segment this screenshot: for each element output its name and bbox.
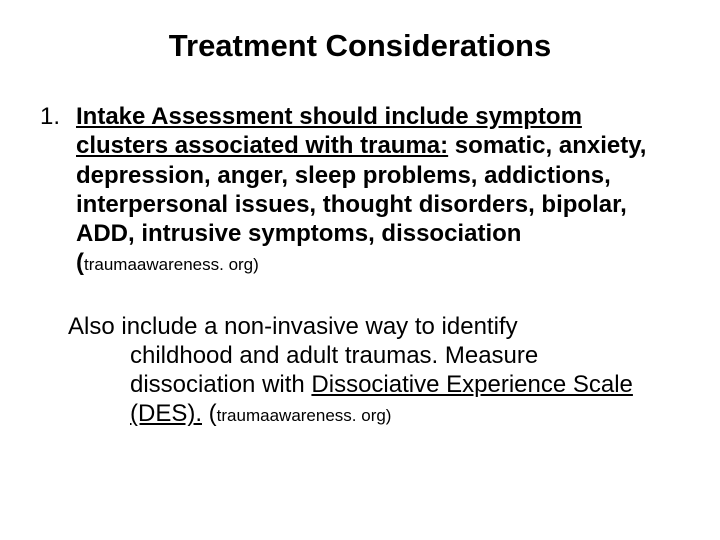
p2-line2: childhood and adult traumas. Measure	[130, 341, 680, 370]
item-body: Intake Assessment should include symptom…	[76, 102, 666, 278]
citation-1: traumaawareness. org)	[84, 255, 259, 274]
des-label-part1: Dissociative Experience Scale	[311, 371, 632, 398]
des-label-part2: (DES).	[130, 400, 202, 427]
p2-line4: (DES). (traumaawareness. org)	[130, 399, 680, 428]
item-number: 1.	[40, 102, 76, 131]
paragraph-2: Also include a non-invasive way to ident…	[68, 312, 680, 429]
p2-line3-pre: dissociation with	[130, 371, 311, 398]
p2-line1: Also include a non-invasive way to ident…	[68, 312, 680, 341]
p2-line4-after: (	[202, 400, 217, 427]
list-item-1: 1.Intake Assessment should include sympt…	[40, 102, 680, 278]
slide-title: Treatment Considerations	[40, 28, 680, 64]
citation-2: traumaawareness. org)	[217, 406, 392, 425]
slide: Treatment Considerations 1.Intake Assess…	[0, 0, 720, 540]
p2-line3: dissociation with Dissociative Experienc…	[130, 370, 680, 399]
